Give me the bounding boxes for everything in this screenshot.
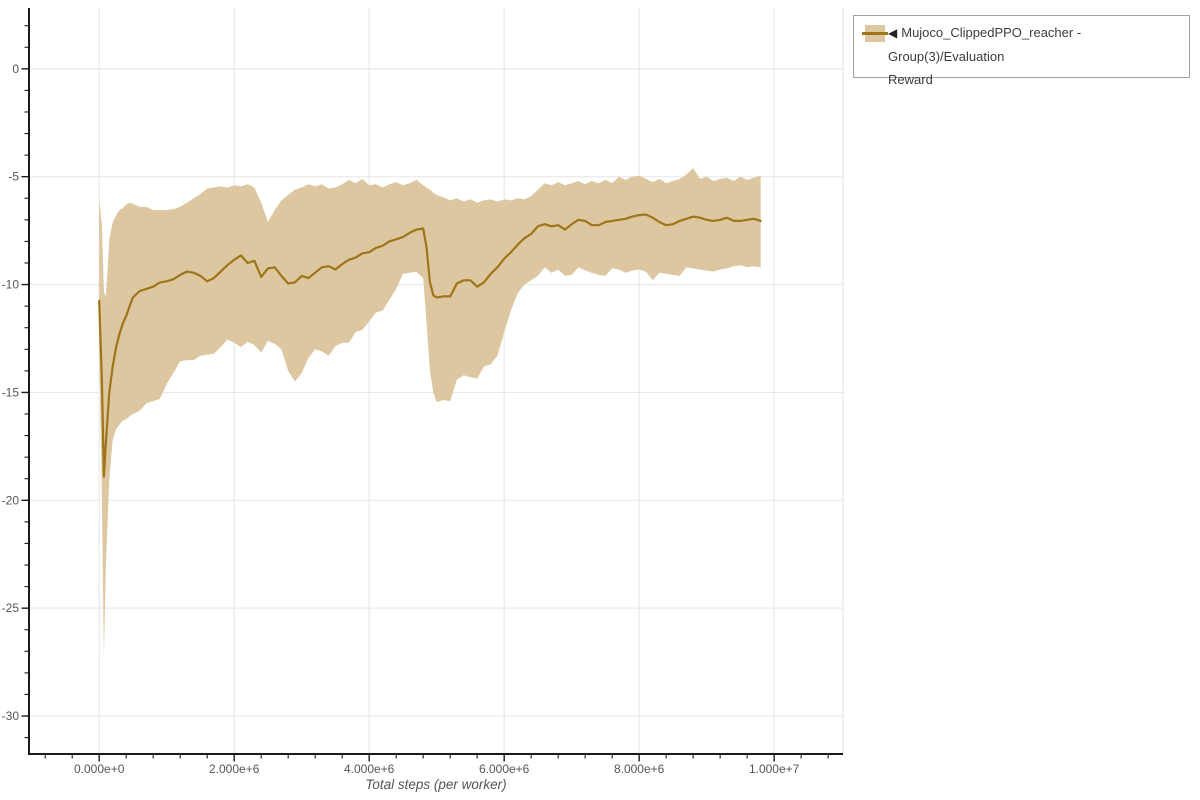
y-tick-label: -25 <box>2 601 20 615</box>
legend-item-evaluation-reward[interactable]: ◀ Mujoco_ClippedPPO_reacher - Group(3)/Ev… <box>854 16 1189 87</box>
axes-layer: 0 -5 -10 -15 -20 -25 -30 0.000e+0 2.000e+6 4.000e… <box>2 8 843 776</box>
legend-label-line1: Mujoco_ClippedPPO_reacher - Group(3)/Eva… <box>888 25 1082 64</box>
legend-label: ◀ Mujoco_ClippedPPO_reacher - Group(3)/Ev… <box>888 16 1189 91</box>
y-tick-label: 0 <box>12 62 19 76</box>
x-tick-label: 2.000e+6 <box>209 762 260 776</box>
mean-line-layer <box>98 213 762 478</box>
x-tick-label: 0.000e+0 <box>74 762 125 776</box>
y-tick-label: -30 <box>2 709 20 723</box>
grid <box>29 8 844 754</box>
x-tick-label: 6.000e+6 <box>479 762 530 776</box>
confidence-band-layer <box>99 168 761 656</box>
mean-line <box>98 213 762 478</box>
x-tick-label: 1.000e+7 <box>749 762 800 776</box>
confidence-band <box>99 168 761 656</box>
legend: ◀ Mujoco_ClippedPPO_reacher - Group(3)/Ev… <box>853 15 1190 87</box>
line-swatch <box>862 32 888 35</box>
legend-collapse-icon[interactable]: ◀ <box>888 26 898 40</box>
y-tick-label: -10 <box>2 278 20 292</box>
y-tick-label: -5 <box>8 170 19 184</box>
legend-label-line2: Reward <box>888 72 933 87</box>
x-tick-label: 8.000e+6 <box>614 762 665 776</box>
x-tick-label: 4.000e+6 <box>344 762 395 776</box>
series-swatch-icon <box>862 25 888 42</box>
x-axis-title: Total steps (per worker) <box>365 777 506 792</box>
y-tick-label: -20 <box>2 493 20 507</box>
y-tick-label: -15 <box>2 385 20 399</box>
